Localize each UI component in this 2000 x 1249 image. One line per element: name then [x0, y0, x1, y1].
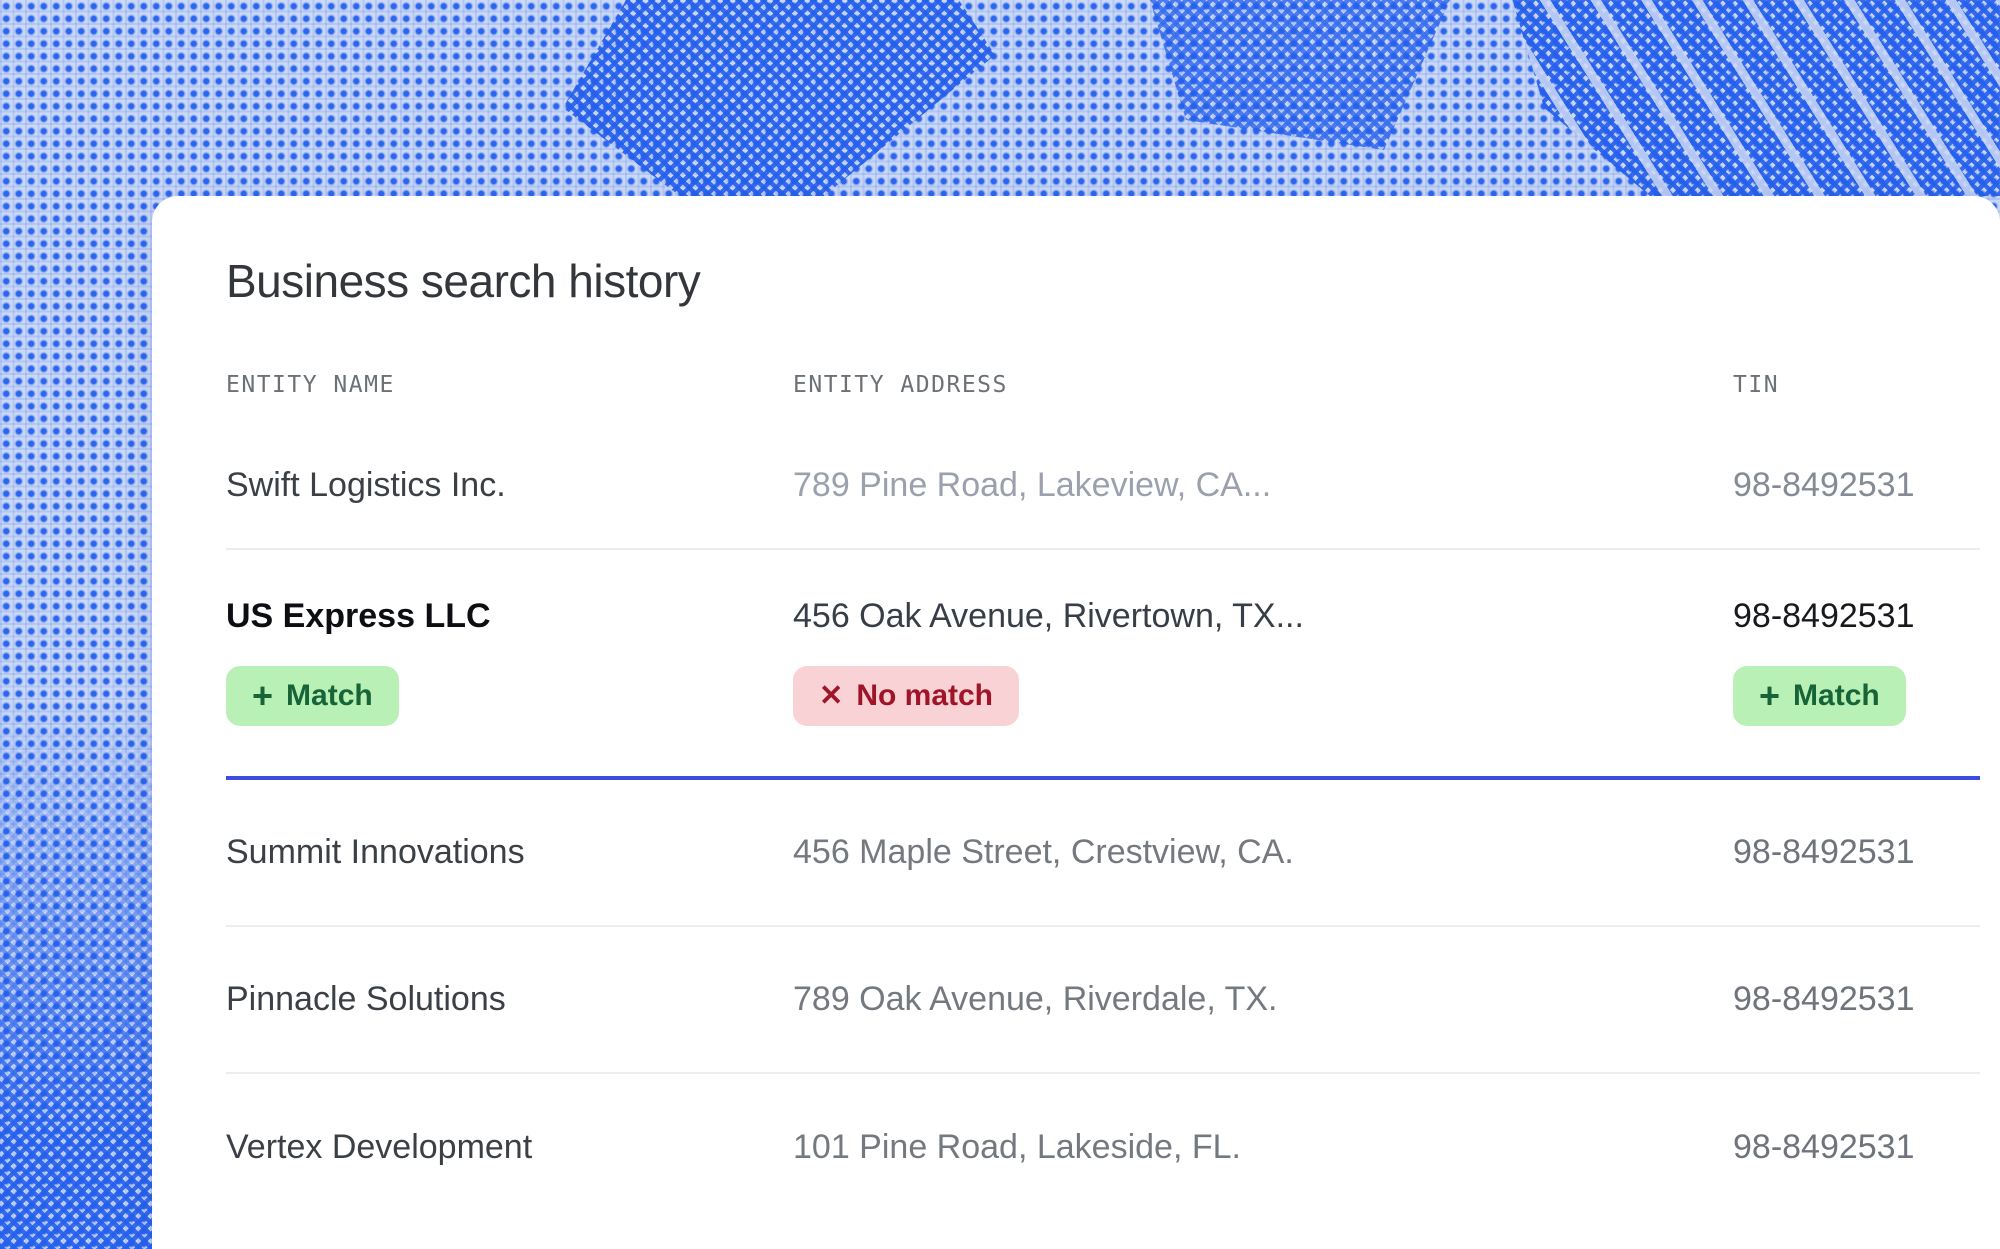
- match-badge[interactable]: + Match: [1733, 666, 1906, 726]
- halftone-dense-patch: [1512, 0, 2000, 196]
- active-row-underline: [226, 776, 1980, 780]
- entity-address: 456 Oak Avenue, Rivertown, TX...: [793, 597, 1304, 635]
- entity-tin: 98-8492531: [1733, 833, 1915, 871]
- entity-tin: 98-8492531: [1733, 1128, 1915, 1166]
- entity-name: Vertex Development: [226, 1128, 533, 1166]
- entity-name-cell: US Express LLC + Match: [226, 550, 793, 726]
- plus-icon: +: [1759, 675, 1781, 716]
- table-row[interactable]: Vertex Development 101 Pine Road, Lakesi…: [226, 1074, 1980, 1221]
- table-body: Swift Logistics Inc. 789 Pine Road, Lake…: [226, 422, 1980, 1221]
- halftone-dense-patch: [563, 0, 995, 196]
- entity-tin-cell: 98-8492531 + Match: [1733, 550, 1980, 726]
- x-icon: ✕: [819, 680, 844, 712]
- page-title: Business search history: [226, 255, 701, 307]
- entity-tin: 98-8492531: [1733, 980, 1915, 1018]
- table-row[interactable]: Swift Logistics Inc. 789 Pine Road, Lake…: [226, 422, 1980, 550]
- halftone-light-streaks: [1512, 0, 2000, 196]
- entity-name: Pinnacle Solutions: [226, 980, 506, 1018]
- plus-icon: +: [252, 675, 274, 716]
- entity-address: 789 Oak Avenue, Riverdale, TX.: [793, 980, 1278, 1018]
- column-header-entity-address: ENTITY ADDRESS: [793, 372, 1008, 398]
- match-badge[interactable]: + Match: [226, 666, 399, 726]
- entity-address: 789 Pine Road, Lakeview, CA...: [793, 465, 1272, 504]
- match-badge-label: Match: [286, 679, 373, 712]
- table-row[interactable]: Summit Innovations 456 Maple Street, Cre…: [226, 780, 1980, 927]
- halftone-dense-patch: [0, 700, 152, 1249]
- entity-tin: 98-8492531: [1733, 465, 1915, 504]
- entity-name: Swift Logistics Inc.: [226, 465, 506, 504]
- column-header-entity-name: ENTITY NAME: [226, 372, 395, 398]
- business-search-history-card: Business search history ENTITY NAME ENTI…: [152, 196, 2000, 1249]
- table-header: ENTITY NAME ENTITY ADDRESS TIN: [226, 370, 1980, 400]
- entity-name: US Express LLC: [226, 597, 491, 635]
- table-row[interactable]: Pinnacle Solutions 789 Oak Avenue, River…: [226, 927, 1980, 1074]
- column-header-tin: TIN: [1733, 372, 1780, 398]
- entity-address: 101 Pine Road, Lakeside, FL.: [793, 1128, 1241, 1166]
- no-match-badge[interactable]: ✕ No match: [793, 666, 1019, 726]
- entity-address-cell: 456 Oak Avenue, Rivertown, TX... ✕ No ma…: [793, 550, 1733, 726]
- match-badge-label: Match: [1793, 679, 1880, 712]
- table-row-active[interactable]: US Express LLC + Match 456 Oak Avenue, R…: [226, 550, 1980, 780]
- entity-tin: 98-8492531: [1733, 597, 1915, 635]
- halftone-dense-patch: [1150, 0, 1450, 150]
- no-match-badge-label: No match: [856, 679, 993, 712]
- entity-name: Summit Innovations: [226, 833, 525, 871]
- entity-address: 456 Maple Street, Crestview, CA.: [793, 833, 1294, 871]
